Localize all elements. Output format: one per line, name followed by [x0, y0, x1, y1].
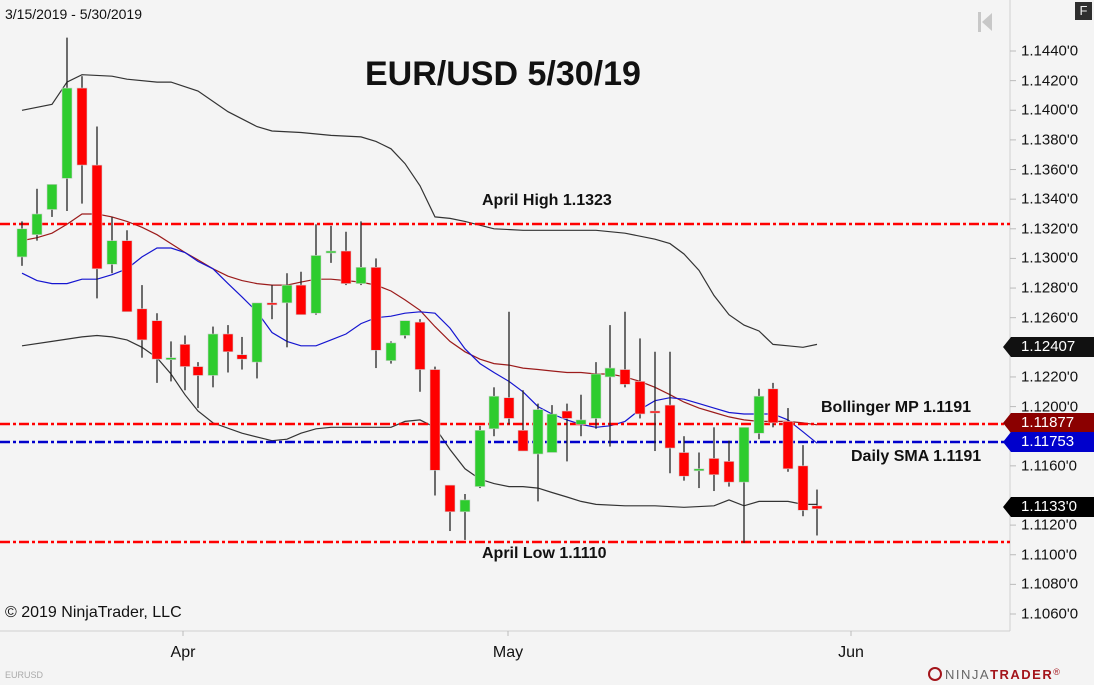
upper-band-price-tag: 1.12407	[1003, 337, 1094, 357]
x-axis-ticks	[182, 631, 852, 636]
daily-sma-label: Daily SMA 1.1191	[851, 448, 982, 465]
y-axis-label: 1.1160'0	[1021, 457, 1077, 475]
x-axis-label: Jun	[838, 644, 864, 661]
x-axis-label: Apr	[170, 644, 196, 661]
logo-registered-mark: ®	[1053, 667, 1062, 677]
y-axis-label: 1.1060'0	[1021, 605, 1079, 623]
bollinger-mp-label: Bollinger MP 1.1191	[821, 399, 971, 416]
y-axis-label: 1.1220'0	[1021, 368, 1079, 386]
level-lines	[0, 222, 1010, 544]
april-high-label: April High 1.1323	[482, 192, 612, 209]
y-axis-label: 1.1440'0	[1021, 42, 1079, 60]
y-axis-label: 1.1300'0	[1021, 249, 1079, 267]
y-axis-label: 1.1380'0	[1021, 131, 1079, 149]
logo-text-ninja: NINJA	[945, 667, 991, 682]
logo-text-trader: TRADER	[990, 667, 1054, 682]
april-low-label: April Low 1.1110	[482, 545, 607, 562]
y-axis-label: 1.1420'0	[1021, 72, 1079, 90]
scroll-to-start-icon[interactable]	[977, 10, 995, 34]
chart-frame	[0, 0, 1011, 632]
copyright: © 2019 NinjaTrader, LLC	[5, 604, 182, 621]
last-price-tag: 1.1133'0	[1003, 497, 1094, 517]
y-axis-label: 1.1100'0	[1021, 546, 1077, 564]
y-axis-label: 1.1260'0	[1021, 309, 1079, 327]
sma-price-tag: 1.11753	[1003, 432, 1094, 452]
y-axis-label: 1.1280'0	[1021, 279, 1079, 297]
instrument-symbol: EURUSD	[5, 670, 44, 680]
candlesticks	[16, 37, 823, 543]
indicator-lines	[21, 74, 818, 508]
y-axis-ticks	[1010, 50, 1016, 615]
y-axis-label: 1.1120'0	[1021, 516, 1077, 534]
ninjatrader-logo-icon	[928, 667, 942, 681]
y-axis-label: 1.1340'0	[1021, 190, 1079, 208]
bollinger-mid-price-tag: 1.11877	[1003, 413, 1094, 433]
y-axis-label: 1.1360'0	[1021, 161, 1079, 179]
y-axis-label: 1.1200'0	[1021, 398, 1079, 416]
date-range: 3/15/2019 - 5/30/2019	[5, 6, 143, 22]
chart-title: EUR/USD 5/30/19	[365, 55, 641, 93]
y-axis-label: 1.1400'0	[1021, 101, 1079, 119]
f-button[interactable]: F	[1075, 2, 1092, 20]
ninjatrader-logo: NINJATRADER®	[928, 667, 1061, 682]
x-axis-label: May	[492, 644, 524, 661]
y-axis-label: 1.1320'0	[1021, 220, 1079, 238]
y-axis-label: 1.1080'0	[1021, 575, 1079, 593]
